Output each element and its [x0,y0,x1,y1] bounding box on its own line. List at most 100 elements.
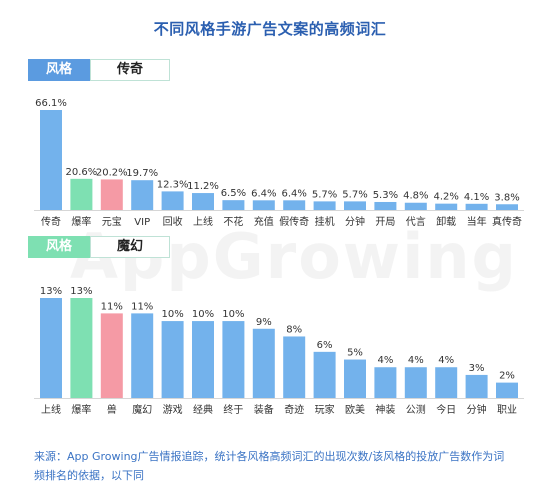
bar [161,191,184,210]
bar [283,336,306,398]
style-tag-legend: 风格 传奇 [28,59,170,81]
legend-bar-chart: 66.1% 传奇 20.6% 爆率 20.2% 元宝 19.7% VIP 12.3% 回收 11.2… [34,98,524,228]
category-label: 爆率 [71,215,91,228]
bar [404,202,427,210]
category-label: 分钟 [467,403,487,416]
bar [465,374,488,398]
category-label: 奇迹 [284,403,304,416]
data-label: 2% [499,371,515,382]
bar [344,359,366,398]
style-tag-value: 传奇 [90,59,170,81]
category-label: 不花 [223,215,243,228]
data-label: 20.6% [66,167,98,178]
data-label: 13% [70,286,92,297]
category-label: 爆率 [71,403,91,416]
data-label: 12.3% [157,179,189,190]
data-label: 11% [131,301,153,312]
bar [313,201,336,210]
category-label: 传奇 [41,215,61,228]
bar [435,367,458,398]
bar [404,367,427,398]
page-title: 不同风格手游广告文案的高频词汇 [153,20,387,38]
data-label: 5.7% [312,189,337,200]
category-label: 开局 [375,216,395,228]
data-label: 3.8% [494,192,519,203]
category-label: 元宝 [102,215,122,228]
category-label: 职业 [497,404,517,416]
category-label: 代言 [406,215,426,228]
data-label: 4.1% [464,192,489,203]
bar [344,201,366,210]
data-label: 6% [317,340,333,351]
category-label: 上线 [193,215,213,228]
data-label: 5.7% [342,189,367,200]
data-label: 5% [347,348,363,359]
category-label: 玩家 [315,403,335,416]
bar [192,193,214,210]
category-label: 装备 [254,403,274,416]
category-label: 分钟 [345,215,365,228]
data-label: 10% [222,309,244,320]
data-label: 4% [438,355,454,366]
bar [252,200,275,210]
category-label: 终于 [223,403,243,416]
data-label: 4% [377,355,393,366]
fantasy-bar-chart: 13% 上线 13% 爆率 11% 兽 11% 魔幻 10% 游戏 10% 经典 10% 终于 9% 装备 8%… [34,286,524,416]
category-label: 魔幻 [132,403,152,416]
data-label: 3% [469,363,485,374]
bar [40,110,62,210]
category-label: 公测 [406,403,426,416]
category-label: 挂机 [315,215,335,228]
bar [192,321,214,398]
bar [283,200,306,210]
data-label: 20.2% [96,167,128,178]
bar [374,367,397,398]
data-label: 66.1% [35,98,67,109]
data-label: 9% [256,317,272,328]
bar [222,321,245,398]
data-label: 6.4% [281,188,306,199]
data-label: 4.2% [433,192,458,203]
style-tag-value: 魔幻 [90,236,170,258]
data-label: 19.7% [126,168,158,179]
category-label: 充值 [254,215,274,228]
category-label: VIP [134,217,150,228]
bar [100,179,123,210]
bar [131,313,154,398]
data-label: 8% [286,324,302,335]
bar [252,328,275,398]
category-label: 假传奇 [279,215,309,228]
source-footnote: 来源：App Growing广告情报追踪，统计各风格高频词汇的出现次数/该风格的… [34,450,505,482]
category-label: 神装 [375,403,395,416]
category-label: 欧美 [345,403,365,416]
data-label: 10% [192,309,214,320]
style-tag-fantasy: 风格 魔幻 [28,236,170,258]
bar [70,178,93,210]
category-label: 回收 [163,215,183,228]
data-label: 11.2% [187,181,219,192]
category-label: 经典 [193,403,213,416]
data-label: 5.3% [373,190,398,201]
data-label: 4.8% [403,191,428,202]
data-label: 6.5% [221,188,246,199]
bar [465,203,488,210]
bar [161,321,184,398]
style-tag-label: 风格 [28,59,90,81]
data-label: 11% [101,301,123,312]
bar [131,180,154,210]
data-label: 4% [408,355,424,366]
bar [496,382,518,398]
data-label: 13% [40,286,62,297]
bar [313,351,336,398]
style-tag-label: 风格 [28,236,90,258]
category-label: 卸载 [436,215,456,228]
bar [70,298,93,398]
category-label: 上线 [41,403,61,416]
category-label: 游戏 [163,403,183,416]
bar [435,203,458,210]
data-label: 6.4% [251,188,276,199]
bar [496,204,518,210]
category-label: 兽 [107,403,117,416]
data-label: 10% [161,309,183,320]
category-label: 今日 [436,403,456,416]
